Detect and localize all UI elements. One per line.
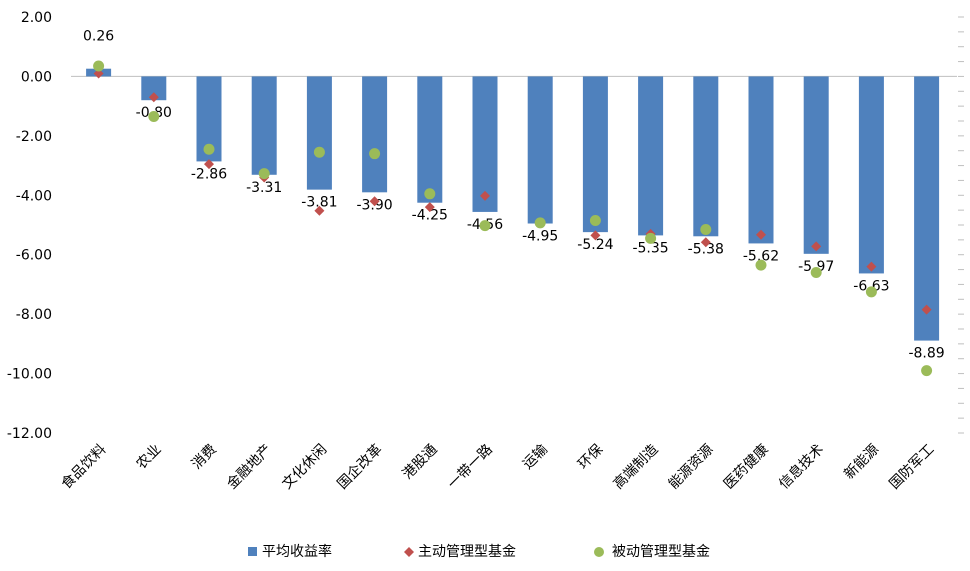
diamond-marker: [756, 229, 766, 240]
bar-data-label: -8.89: [908, 346, 944, 362]
x-tick-label: 运输: [520, 442, 551, 473]
diamond-marker: [811, 241, 822, 252]
circle-marker: [645, 232, 657, 244]
bar-data-label: -4.25: [412, 208, 448, 224]
bar: [638, 76, 664, 236]
bar-data-label: -5.38: [688, 241, 724, 257]
x-tick-label: 农业: [134, 442, 165, 473]
y-axis: 2.00 0.00 -2.00 -4.00 -6.00 -8.00 -10.00 -12.00: [7, 10, 964, 442]
x-tick-label: 金融地产: [224, 442, 275, 493]
bar-data-label: -4.95: [522, 229, 558, 245]
x-tick-label: 文化休闲: [279, 442, 330, 493]
legend-label-bar: 平均收益率: [262, 543, 332, 560]
x-tick-label: 国企改革: [334, 441, 386, 493]
bar: [527, 76, 553, 224]
y-tick-label: 2.00: [21, 10, 52, 26]
bar-data-label: 0.26: [83, 29, 114, 45]
bar-data-label: -3.81: [301, 195, 337, 211]
circle-marker: [755, 259, 767, 271]
circle-marker: [369, 148, 381, 160]
x-tick-label: 高端制造: [610, 441, 662, 493]
circle-marker: [700, 223, 712, 235]
diamond-marker: [921, 304, 932, 315]
diamond-marker: [700, 237, 711, 248]
bar-data-label: -5.62: [743, 248, 779, 264]
circle-marker: [203, 143, 215, 155]
diamond-marker: [148, 92, 159, 103]
circle-marker: [921, 365, 933, 377]
y-tick-label: 0.00: [21, 69, 52, 85]
diamond-marker: [93, 68, 104, 79]
y-tick-label: -2.00: [16, 129, 52, 145]
circle-marker: [479, 220, 491, 232]
diamond-marker: [369, 196, 380, 207]
bar: [362, 76, 388, 193]
bar: [858, 76, 884, 274]
bar-data-label: -5.24: [577, 237, 613, 253]
x-tick-label: 医药健康: [720, 441, 772, 493]
circle-marker: [865, 286, 877, 298]
y-tick-label: -6.00: [16, 248, 52, 264]
x-tick-label: 信息技术: [775, 441, 827, 493]
bar: [472, 76, 498, 212]
bar: [914, 76, 940, 341]
legend-swatch-diamond: [404, 547, 414, 557]
x-tick-label: 港股通: [400, 442, 441, 483]
circle-marker: [148, 111, 160, 123]
x-tick-label: 一带一路: [445, 442, 496, 493]
diamond-marker: [480, 190, 490, 201]
x-tick-label: 食品饮料: [58, 441, 110, 493]
bar: [251, 76, 277, 175]
diamond-marker: [590, 230, 601, 241]
circle-marker: [258, 168, 270, 180]
legend-label-circle: 被动管理型基金: [612, 543, 710, 560]
circle-marker: [93, 60, 105, 72]
diamond-marker: [314, 205, 325, 216]
x-tick-label: 消费: [189, 442, 220, 473]
circle-marker: [534, 217, 546, 229]
bar: [582, 76, 608, 233]
diamond-marker: [204, 159, 214, 170]
legend-swatch-bar: [248, 547, 257, 556]
bar: [693, 76, 719, 237]
y-tick-label: -10.00: [7, 367, 52, 383]
y-tick-label: -4.00: [16, 188, 52, 204]
legend-swatch-circle: [594, 547, 604, 557]
bar-data-label: -5.35: [632, 240, 668, 256]
legend-label-diamond: 主动管理型基金: [418, 543, 516, 560]
bar-series: [86, 68, 940, 341]
bar: [748, 76, 774, 244]
y-tick-label: -12.00: [7, 426, 52, 442]
passive-fund-series: [93, 60, 933, 377]
diamond-marker: [424, 202, 435, 213]
x-tick-label: 新能源: [841, 442, 882, 483]
x-tick-label: 能源资源: [666, 442, 717, 493]
x-tick-label: 国防军工: [887, 442, 938, 493]
diamond-marker: [866, 261, 877, 272]
bar: [306, 76, 332, 190]
circle-marker: [810, 267, 822, 279]
bar: [141, 76, 167, 101]
bar: [803, 76, 829, 254]
x-tick-label: 环保: [575, 442, 606, 473]
circle-marker: [589, 215, 601, 227]
bar: [417, 76, 443, 203]
bar-data-label: -3.31: [246, 180, 282, 196]
bar-data-label: -2.86: [191, 166, 227, 182]
circle-marker: [424, 188, 436, 200]
legend: 平均收益率 主动管理型基金 被动管理型基金: [248, 543, 710, 560]
bar-data-label: -5.97: [798, 259, 834, 275]
y-tick-label: -8.00: [16, 307, 52, 323]
circle-marker: [313, 146, 325, 158]
data-labels: 0.26-0.80-2.86-3.31-3.81-3.90-4.25-4.56-…: [83, 29, 945, 362]
